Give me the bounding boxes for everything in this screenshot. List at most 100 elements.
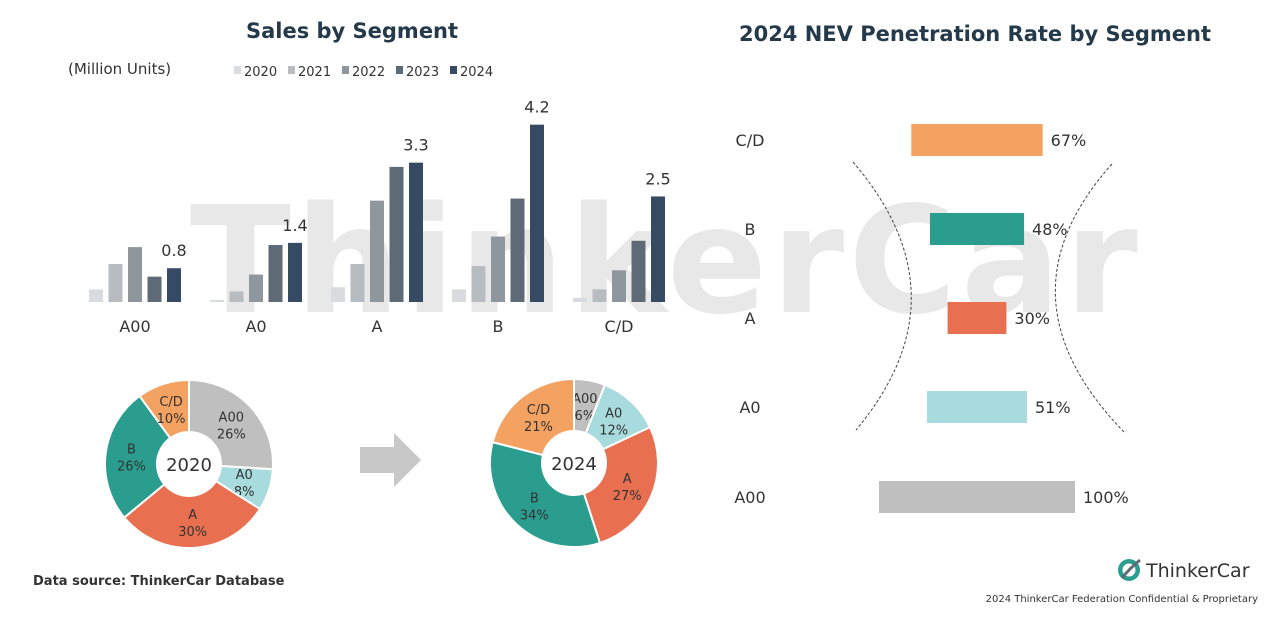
legend-label-2023: 2023 bbox=[406, 65, 439, 80]
bar-a-2023 bbox=[389, 166, 404, 302]
bar-c-d-2020 bbox=[573, 297, 587, 302]
donut-slice-name-2024-a: A bbox=[623, 472, 632, 487]
donut-slice-value-2024-b: 34% bbox=[520, 508, 549, 523]
donut-slice-name-2020-a00: A00 bbox=[219, 410, 244, 425]
sales-chart-legend: 2020 2021 2022 2023 2024 bbox=[234, 65, 493, 80]
bar-a00-2023 bbox=[147, 276, 162, 302]
legend-label-2022: 2022 bbox=[352, 65, 385, 80]
donut-slice-name-2020-c-d: C/D bbox=[159, 395, 182, 410]
donut-slice-2020-a00 bbox=[188, 378, 274, 471]
legend-label-2021: 2021 bbox=[298, 65, 331, 80]
bar-b-2020 bbox=[452, 289, 466, 302]
sales-chart-data-labels: 0.8 1.4 3.3 4.2 2.5 bbox=[161, 98, 670, 261]
donut-slice-name-2024-c-d: C/D bbox=[527, 403, 550, 418]
bar-b-2023 bbox=[510, 198, 525, 302]
penetration-bar-a0 bbox=[927, 391, 1027, 423]
donut-slice-name-2020-a: A bbox=[188, 508, 197, 523]
donut-slice-value-2020-a: 30% bbox=[178, 525, 207, 540]
donut-slice-name-2020-b: B bbox=[127, 443, 136, 458]
penetration-bar-a bbox=[947, 302, 1007, 334]
penetration-category-b: B bbox=[745, 220, 756, 239]
donut-center-label-2020: 2020 bbox=[166, 455, 212, 476]
bar-b-2022 bbox=[491, 236, 505, 302]
category-label-a00: A00 bbox=[119, 317, 150, 336]
category-label-a: A bbox=[372, 317, 383, 336]
bar-c-d-2021 bbox=[592, 289, 607, 302]
bar-a-2020 bbox=[331, 287, 345, 302]
donut-slice-name-2024-a0: A0 bbox=[605, 407, 622, 422]
penetration-chart-title: 2024 NEV Penetration Rate by Segment bbox=[739, 22, 1211, 46]
bar-a0-2021 bbox=[229, 291, 244, 302]
legend-swatch-2022 bbox=[342, 66, 349, 74]
penetration-bar-b bbox=[929, 213, 1025, 245]
bar-a0-2023 bbox=[268, 245, 283, 302]
legend-label-2020: 2020 bbox=[244, 65, 277, 80]
donut-slice-name-2024-a00: A00 bbox=[572, 392, 597, 407]
sales-chart-category-labels: A00 A0 A B C/D bbox=[119, 317, 633, 336]
donut-center-label-2024: 2024 bbox=[551, 454, 597, 475]
penetration-category-a00: A00 bbox=[734, 488, 765, 507]
penetration-category-c-d: C/D bbox=[736, 131, 765, 150]
bar-a-2021 bbox=[350, 264, 365, 302]
bar-a00-2020 bbox=[89, 289, 103, 302]
bar-c-d-2023 bbox=[631, 240, 646, 302]
bar-c-d-2022 bbox=[612, 270, 626, 302]
legend-swatch-2020 bbox=[234, 66, 241, 74]
swirl-logo-icon bbox=[1118, 558, 1141, 581]
bar-a00-2024 bbox=[167, 268, 181, 302]
data-label-a00: 0.8 bbox=[161, 241, 186, 260]
legend-label-2024: 2024 bbox=[460, 65, 493, 80]
sales-chart-title: Sales by Segment bbox=[246, 19, 458, 43]
donut-slice-value-2024-a0: 12% bbox=[599, 424, 628, 439]
penetration-category-a: A bbox=[745, 309, 756, 328]
penetration-value-a: 30% bbox=[1014, 309, 1050, 328]
penetration-chart-bars: C/D 67% B 48% A 30% A0 51% A00 100% bbox=[734, 124, 1129, 513]
penetration-bar-a00 bbox=[879, 481, 1075, 513]
penetration-rate-chart: 2024 NEV Penetration Rate by Segment C/D… bbox=[734, 22, 1211, 513]
donut-slice-2020-a bbox=[122, 479, 262, 549]
donut-slice-name-2024-b: B bbox=[530, 491, 539, 506]
donut-slice-2024-a bbox=[582, 425, 659, 545]
bar-c-d-2024 bbox=[651, 196, 665, 302]
confidential-note: 2024 ThinkerCar Federation Confidential … bbox=[986, 594, 1258, 605]
legend-swatch-2021 bbox=[288, 66, 295, 74]
penetration-value-c-d: 67% bbox=[1051, 131, 1087, 150]
penetration-value-a00: 100% bbox=[1083, 488, 1129, 507]
legend-swatch-2023 bbox=[396, 66, 403, 74]
donut-slice-value-2024-a: 27% bbox=[613, 489, 642, 504]
sales-chart-bars bbox=[89, 124, 665, 303]
donut-slice-2020-c-d bbox=[138, 378, 190, 440]
donut-slice-value-2024-c-d: 21% bbox=[524, 420, 553, 435]
bar-b-2021 bbox=[471, 266, 486, 302]
penetration-value-a0: 51% bbox=[1035, 398, 1071, 417]
bar-a-2022 bbox=[370, 200, 384, 302]
bar-a-2024 bbox=[409, 162, 423, 302]
brand-logo: ThinkerCar bbox=[1118, 558, 1250, 582]
bar-a0-2024 bbox=[288, 242, 302, 302]
bar-a0-2020 bbox=[210, 299, 224, 302]
data-label-c-d: 2.5 bbox=[645, 169, 670, 188]
decorative-arc-right bbox=[1054, 163, 1125, 433]
donut-slice-name-2020-a0: A0 bbox=[236, 468, 253, 483]
bar-b-2024 bbox=[530, 124, 544, 303]
bar-a00-2021 bbox=[108, 264, 123, 302]
penetration-bar-c-d bbox=[911, 124, 1043, 156]
right-arrow-icon bbox=[360, 433, 421, 487]
category-label-a0: A0 bbox=[245, 317, 266, 336]
donut-slice-2020-b bbox=[104, 394, 172, 519]
legend-swatch-2024 bbox=[450, 66, 457, 74]
data-source-note: Data source: ThinkerCar Database bbox=[33, 574, 285, 589]
penetration-value-b: 48% bbox=[1032, 220, 1068, 239]
donut-slice-value-2020-c-d: 10% bbox=[157, 412, 186, 427]
donut-slice-value-2020-a00: 26% bbox=[217, 427, 246, 442]
bar-a00-2022 bbox=[128, 247, 142, 302]
sales-chart-unit-label: (Million Units) bbox=[68, 60, 171, 78]
donut-slice-value-2020-b: 26% bbox=[117, 460, 146, 475]
penetration-category-a0: A0 bbox=[739, 398, 760, 417]
bar-a0-2022 bbox=[249, 274, 263, 302]
category-label-b: B bbox=[493, 317, 504, 336]
data-label-a0: 1.4 bbox=[282, 216, 307, 235]
donut-slice-2024-c-d bbox=[491, 377, 575, 457]
